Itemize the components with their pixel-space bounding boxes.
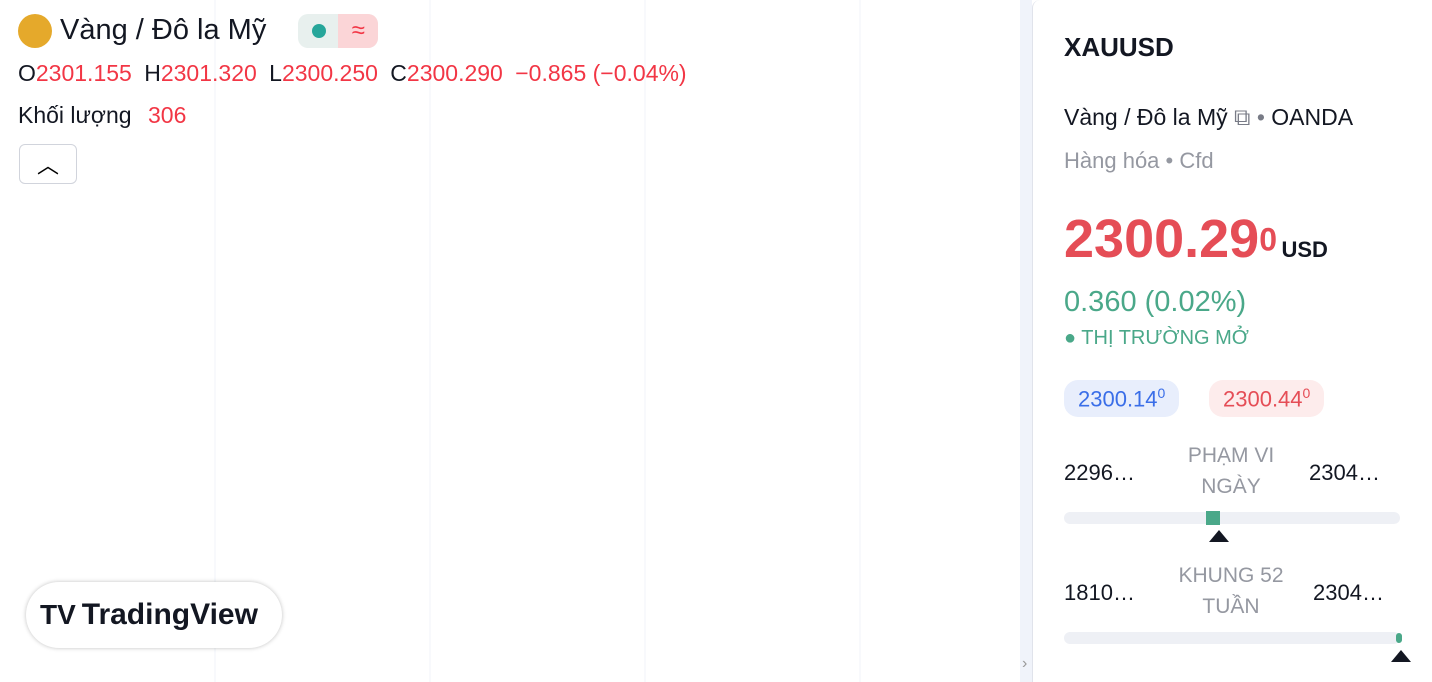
price-line: 2300.290 USD <box>1064 208 1328 270</box>
bid-value: 2300.14 <box>1078 386 1158 412</box>
watermark-text: TradingView <box>81 598 258 631</box>
year-range-track <box>1064 632 1402 644</box>
day-marker <box>1209 530 1229 542</box>
symbol: XAUUSD <box>1064 32 1174 62</box>
ask-value: 2300.44 <box>1223 386 1303 412</box>
c-key: C <box>390 60 407 86</box>
price-sup: 0 <box>1259 221 1277 258</box>
category-line: Hàng hóa • Cfd <box>1064 148 1214 173</box>
l-value: 2300.250 <box>281 60 378 86</box>
bid-sup: 0 <box>1157 385 1166 401</box>
h-key: H <box>144 60 161 86</box>
year-low: 1810… <box>1064 580 1135 605</box>
currency: USD <box>1281 237 1328 262</box>
volume-legend: Khối lượng 306 <box>18 102 186 129</box>
day-label: PHẠM VI NGÀY <box>1187 444 1275 498</box>
watermark[interactable]: TV TradingView <box>26 582 282 648</box>
year-high: 2304… <box>1313 580 1384 605</box>
category: Hàng hóa <box>1064 148 1160 173</box>
kind: Cfd <box>1179 148 1214 173</box>
symbol-title: Vàng / Đô la Mỹ <box>60 14 267 46</box>
separator: › <box>1020 0 1032 682</box>
l-key: L <box>269 60 282 86</box>
volume-value: 306 <box>148 102 187 128</box>
day-high: 2304… <box>1309 460 1380 485</box>
year-marker <box>1391 650 1411 662</box>
chart <box>214 0 861 682</box>
legend-title: Vàng / Đô la Mỹ ≈ <box>18 14 379 49</box>
gold-icon <box>18 14 52 49</box>
status-badge: ≈ <box>298 14 379 49</box>
price-change: 0.360 (0.02%) <box>1064 286 1247 318</box>
year-label: KHUNG 52 TUẦN <box>1178 564 1284 618</box>
c-value: 2300.290 <box>406 60 503 86</box>
market-status: ● THỊ TRƯỜNG MỞ <box>1064 327 1249 349</box>
ask: 2300.440 <box>1209 380 1325 418</box>
day-range-fill <box>1206 511 1220 525</box>
year-range-fill <box>1396 633 1402 643</box>
symbol-panel: XAUUSD Vàng / Đô la Mỹ ⧉ • OANDA Hàng hó… <box>1032 0 1432 682</box>
exchange: OANDA <box>1271 104 1354 130</box>
o-value: 2301.155 <box>35 60 132 86</box>
ask-sup: 0 <box>1302 385 1311 401</box>
symbol-line: Vàng / Đô la Mỹ ⧉ • OANDA <box>1064 104 1354 130</box>
collapse-button[interactable]: ︿ <box>19 144 77 184</box>
volume-name: Khối lượng <box>18 102 132 128</box>
change: −0.865 (−0.04%) <box>515 60 687 86</box>
status: THỊ TRƯỜNG MỞ <box>1081 327 1249 349</box>
h-value: 2301.320 <box>160 60 257 86</box>
ohlc-legend: O2301.155 H2301.320 L2300.250 C2300.290 … <box>18 60 687 87</box>
price: 2300.29 <box>1064 209 1260 269</box>
day-range-track <box>1064 511 1400 525</box>
symbol-name: Vàng / Đô la Mỹ <box>1064 104 1228 130</box>
o-key: O <box>18 60 36 86</box>
bid: 2300.140 <box>1064 380 1180 418</box>
day-low: 2296… <box>1064 460 1135 485</box>
